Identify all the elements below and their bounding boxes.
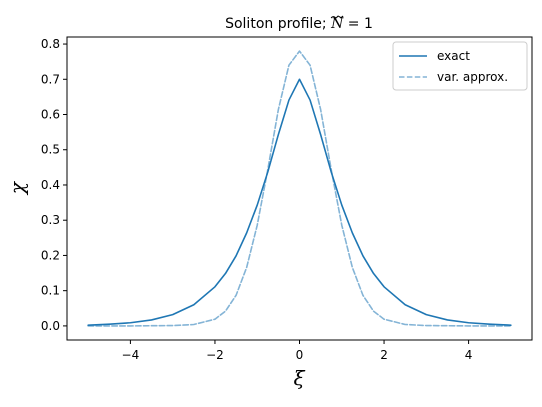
y-tick-label: 0.8	[41, 37, 60, 51]
legend: exact var. approx.	[392, 41, 528, 91]
y-tick-label: 0.2	[41, 248, 60, 262]
y-tick-label: 0.4	[41, 178, 60, 192]
title-tilde-mark	[330, 15, 344, 19]
y-tick-label: 0.3	[41, 213, 60, 227]
title-symbol: N	[330, 16, 344, 32]
x-tick-label: 4	[465, 348, 473, 362]
x-tick-label: 2	[380, 348, 388, 362]
x-tick-label: 0	[296, 348, 304, 362]
chart-title: Soliton profile; N = 1	[225, 16, 373, 32]
x-tick-label: −2	[206, 348, 224, 362]
y-axis-label: χ	[5, 180, 29, 196]
y-tick-label: 0.6	[41, 108, 60, 122]
x-axis-label: ξ	[293, 366, 305, 390]
title-suffix: = 1	[343, 16, 373, 32]
legend-label-exact: exact	[437, 49, 470, 63]
x-tick-label: −4	[122, 348, 140, 362]
x-axis-ticks: −4 −2 0 2 4	[122, 340, 473, 362]
y-tick-label: 0.5	[41, 143, 60, 157]
y-axis-ticks: 0.0 0.1 0.2 0.3 0.4 0.5 0.6 0.7 0.8	[41, 37, 67, 333]
legend-box	[392, 41, 528, 91]
series-line-exact	[87, 78, 512, 326]
title-prefix: Soliton profile;	[225, 16, 331, 32]
y-tick-label: 0.7	[41, 72, 60, 86]
y-tick-label: 0.1	[41, 284, 60, 298]
y-tick-label: 0.0	[41, 319, 60, 333]
series-layer	[87, 50, 512, 327]
series-line-var-approx	[87, 50, 512, 327]
legend-label-var-approx: var. approx.	[437, 70, 508, 84]
